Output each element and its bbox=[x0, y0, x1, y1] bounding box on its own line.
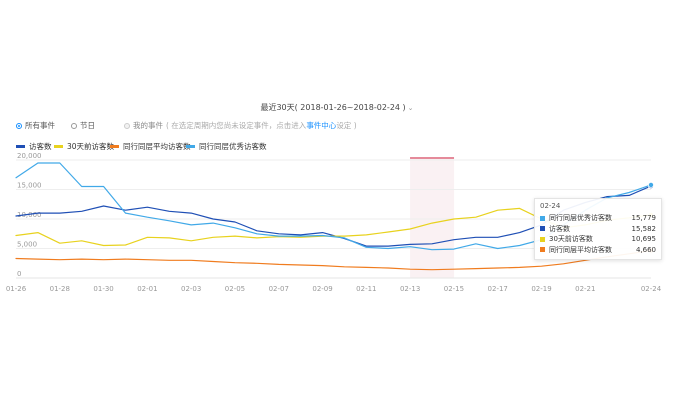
event-hint-tail: 设定 ) bbox=[336, 121, 357, 130]
event-option-all[interactable]: 所有事件 bbox=[16, 120, 55, 131]
y-tick-label: 0 bbox=[17, 270, 21, 278]
date-range-selector[interactable]: 最近30天( 2018-01-26~2018-02-24 ) ⌄ bbox=[0, 102, 674, 113]
event-option-holiday[interactable]: 节日 bbox=[71, 120, 95, 131]
x-tick-label: 02-01 bbox=[137, 285, 157, 293]
x-tick-label: 01-30 bbox=[93, 285, 113, 293]
tooltip-series-name: 同行同层优秀访客数 bbox=[549, 214, 612, 223]
tooltip-series-name: 同行同层平均访客数 bbox=[549, 245, 612, 254]
legend-item-peer-average[interactable]: 同行同层平均访客数 bbox=[110, 141, 191, 152]
date-range-dates: ( 2018-01-26~2018-02-24 ) bbox=[294, 103, 406, 112]
legend-item-visitors-30d[interactable]: 30天前访客数 bbox=[54, 141, 114, 152]
tooltip-swatch bbox=[540, 226, 545, 232]
tooltip-date: 02-24 bbox=[540, 202, 561, 210]
tooltip-value: 10,695 bbox=[631, 235, 657, 244]
x-tick-label: 02-07 bbox=[269, 285, 289, 293]
x-tick-label: 02-15 bbox=[444, 285, 464, 293]
event-center-link[interactable]: 事件中心 bbox=[306, 121, 337, 130]
event-option-mine[interactable]: 我的事件 ( 在选定周期内您尚未设定事件，点击进入 事件中心 设定 ) bbox=[124, 120, 357, 131]
tooltip-swatch bbox=[540, 236, 545, 242]
tooltip-value: 15,779 bbox=[631, 214, 657, 223]
x-tick-label: 02-09 bbox=[312, 285, 332, 293]
legend-item-visitors[interactable]: 访客数 bbox=[16, 141, 52, 152]
x-tick-label: 02-19 bbox=[531, 285, 551, 293]
radio-disabled-icon bbox=[124, 122, 130, 129]
radio-unchecked-icon bbox=[71, 122, 77, 129]
tooltip-swatch bbox=[540, 247, 545, 253]
legend-label: 访客数 bbox=[29, 142, 52, 151]
event-option-label: 所有事件 bbox=[25, 121, 55, 130]
y-tick-label: 10,000 bbox=[17, 211, 42, 219]
x-tick-label: 02-03 bbox=[181, 285, 201, 293]
legend-swatch bbox=[16, 145, 25, 148]
tooltip-row: 同行同层平均访客数 4,660 bbox=[540, 245, 656, 256]
y-tick-label: 5,000 bbox=[17, 241, 37, 249]
tooltip-series-name: 30天前访客数 bbox=[549, 235, 593, 244]
chart-tooltip: 02-24 同行同层优秀访客数 15,779 访客数 15,582 30天前访客… bbox=[534, 198, 662, 260]
tooltip-row: 30天前访客数 10,695 bbox=[540, 234, 656, 245]
tooltip-row: 同行同层优秀访客数 15,779 bbox=[540, 213, 656, 224]
event-hint: ( 在选定周期内您尚未设定事件，点击进入 bbox=[166, 121, 307, 130]
date-range-label: 最近30天 bbox=[260, 103, 295, 112]
event-option-label: 节日 bbox=[80, 121, 95, 130]
x-tick-label: 01-28 bbox=[50, 285, 70, 293]
legend-label: 同行同层平均访客数 bbox=[123, 142, 191, 151]
legend-item-peer-excellent[interactable]: 同行同层优秀访客数 bbox=[186, 141, 267, 152]
x-tick-label: 02-17 bbox=[488, 285, 508, 293]
legend-label: 同行同层优秀访客数 bbox=[199, 142, 267, 151]
x-tick-label: 01-26 bbox=[6, 285, 27, 293]
tooltip-value: 4,660 bbox=[635, 245, 656, 254]
event-option-label: 我的事件 bbox=[133, 121, 163, 130]
series-line-peer_average bbox=[15, 249, 652, 271]
y-tick-label: 15,000 bbox=[17, 182, 42, 190]
x-tick-label: 02-05 bbox=[225, 285, 245, 293]
tooltip-series-name: 访客数 bbox=[549, 224, 570, 233]
tooltip-swatch bbox=[540, 215, 545, 221]
chevron-down-icon: ⌄ bbox=[407, 104, 414, 112]
tooltip-value: 15,582 bbox=[631, 224, 657, 233]
x-tick-label: 02-11 bbox=[356, 285, 376, 293]
legend-swatch bbox=[110, 145, 119, 148]
x-tick-label: 02-13 bbox=[400, 285, 420, 293]
legend-label: 30天前访客数 bbox=[67, 142, 115, 151]
radio-checked-icon bbox=[16, 122, 22, 129]
legend-swatch bbox=[186, 145, 195, 148]
event-highlight-marker bbox=[410, 157, 455, 159]
x-tick-label: 02-24 bbox=[641, 285, 662, 293]
y-tick-label: 20,000 bbox=[17, 152, 42, 160]
tooltip-row: 访客数 15,582 bbox=[540, 224, 656, 235]
legend-swatch bbox=[54, 145, 63, 148]
series-end-point-peer_excellent bbox=[648, 181, 655, 188]
x-tick-label: 02-21 bbox=[575, 285, 595, 293]
